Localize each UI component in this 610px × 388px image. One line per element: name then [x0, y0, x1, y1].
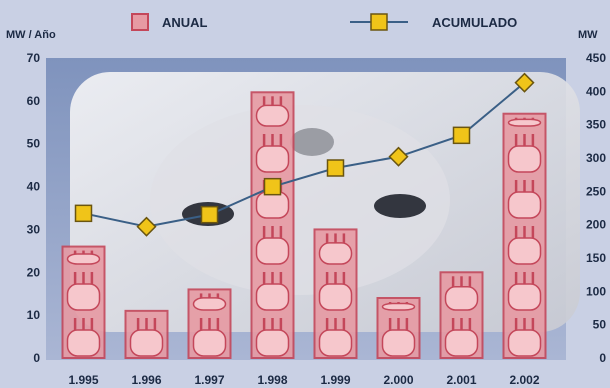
left-axis-label: MW / Año: [6, 29, 56, 41]
legend-acumulado-label: ACUMULADO: [432, 15, 517, 30]
bar-1.999: [313, 228, 358, 359]
acumulado-line: [83, 81, 526, 228]
right-axis-ticks: 0 50 100 150 200 250 300 350 400 450: [586, 51, 606, 365]
x-tick-label: 1.996: [131, 373, 161, 387]
right-tick-label: 450: [586, 51, 606, 65]
right-tick-label: 150: [586, 251, 606, 265]
legend: ANUAL ACUMULADO: [131, 13, 517, 31]
right-tick-label: 350: [586, 118, 606, 132]
bar-1.998: [250, 91, 295, 360]
acumulado-marker-1.996: [136, 216, 157, 237]
x-tick-label: 1.995: [68, 373, 98, 387]
bar-2.002: [502, 112, 547, 360]
right-tick-label: 250: [586, 184, 606, 198]
right-tick-label: 50: [593, 318, 607, 332]
x-tick-label: 2.001: [446, 373, 476, 387]
legend-anual-swatch: [131, 13, 149, 31]
right-tick-label: 300: [586, 151, 606, 165]
x-axis-ticks: 1.995 1.996 1.997 1.998 1.999 2.000 2.001 2.002: [68, 373, 539, 387]
bar-2.000: [376, 297, 421, 359]
legend-acumulado-marker: [370, 13, 388, 31]
x-tick-label: 2.002: [509, 373, 539, 387]
left-tick-label: 30: [27, 222, 41, 236]
bar-1.996: [124, 309, 169, 360]
acumulado-marker-2.002: [514, 72, 535, 93]
acumulado-marker-1.997: [200, 205, 219, 224]
left-tick-label: 40: [27, 180, 41, 194]
acumulado-marker-1.998: [263, 177, 282, 196]
bar-1.995: [61, 245, 106, 359]
left-tick-label: 70: [27, 51, 41, 65]
left-tick-label: 60: [27, 94, 41, 108]
x-tick-label: 1.997: [194, 373, 224, 387]
right-tick-label: 200: [586, 218, 606, 232]
left-tick-label: 10: [27, 308, 41, 322]
line-group: [74, 72, 535, 237]
bars-group: [61, 91, 547, 360]
left-tick-label: 20: [27, 265, 41, 279]
socket-photo-background: [70, 72, 580, 332]
x-tick-label: 2.000: [383, 373, 413, 387]
right-axis-label: MW: [578, 29, 598, 41]
x-tick-label: 1.998: [257, 373, 287, 387]
acumulado-marker-2.000: [388, 146, 409, 167]
x-tick-label: 1.999: [320, 373, 350, 387]
legend-anual-label: ANUAL: [162, 15, 208, 30]
acumulado-marker-1.999: [326, 159, 345, 177]
right-tick-label: 100: [586, 284, 606, 298]
acumulado-marker-1.995: [74, 204, 93, 223]
right-tick-label: 400: [586, 84, 606, 98]
bar-1.997: [187, 288, 232, 359]
left-tick-label: 0: [33, 351, 40, 365]
right-tick-label: 0: [599, 351, 606, 365]
left-axis-ticks: 0 10 20 30 40 50 60 70: [27, 51, 41, 365]
acumulado-marker-2.001: [452, 126, 471, 145]
bar-2.001: [439, 271, 484, 359]
left-tick-label: 50: [27, 137, 41, 151]
